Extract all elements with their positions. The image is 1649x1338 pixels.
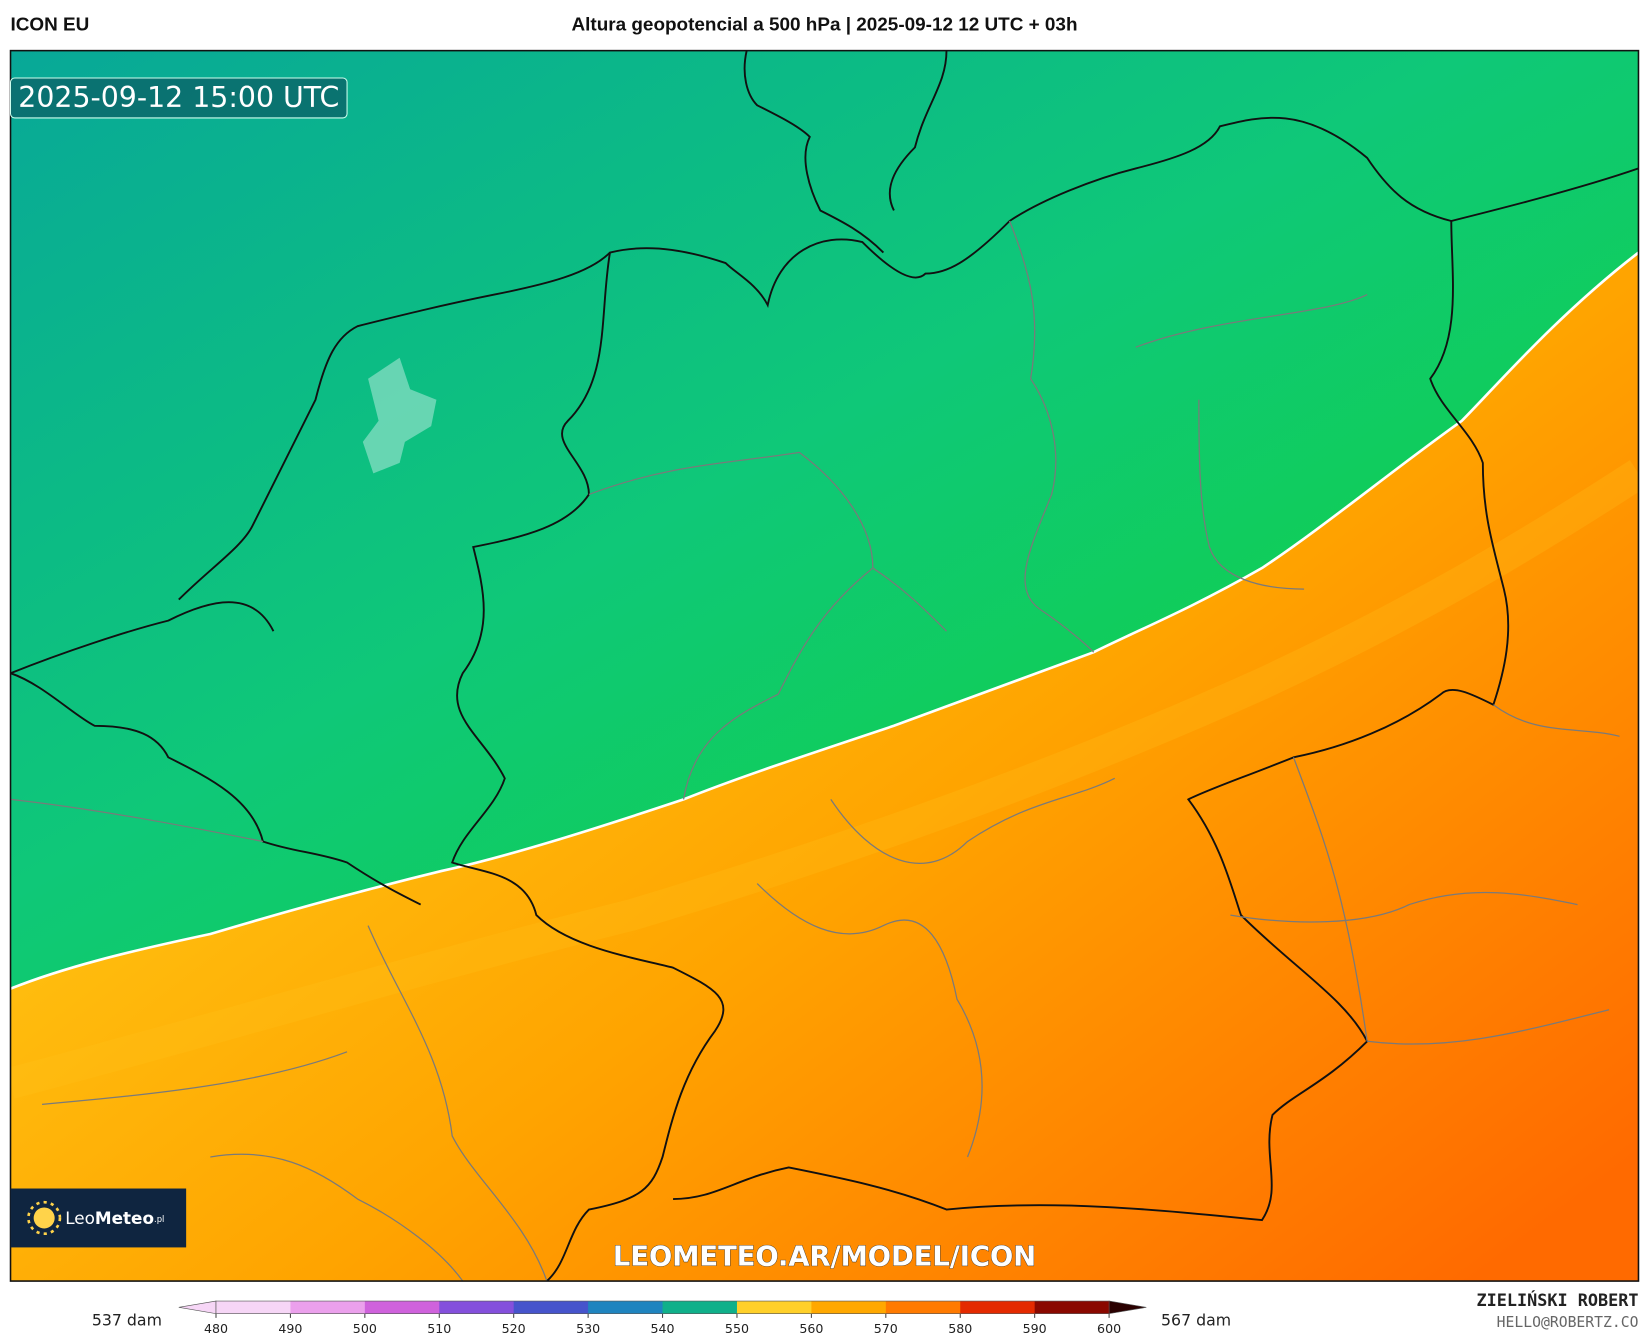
valid-time: 2025-09-12 15:00 UTC <box>18 81 339 114</box>
colorbar-tick-label: 570 <box>874 1321 898 1336</box>
coastline <box>743 50 948 254</box>
colorbar-tick-label: 540 <box>651 1321 675 1336</box>
colorbar-segment <box>811 1301 887 1314</box>
shading-band <box>10 460 1639 1099</box>
logo-sun <box>33 1207 55 1229</box>
legend-min: 537 dam <box>92 1311 162 1330</box>
colorbar-tick-label: 530 <box>576 1321 600 1336</box>
country-border <box>673 220 1510 1222</box>
colorbar-tick-label: 480 <box>204 1321 228 1336</box>
colorbar-segment <box>513 1301 589 1314</box>
map-frame <box>9 49 1640 1282</box>
colorbar-tick-label: 600 <box>1097 1321 1121 1336</box>
time-badge <box>9 77 348 119</box>
colorbar-segment <box>960 1301 1036 1314</box>
colorbar-tick-label: 500 <box>353 1321 377 1336</box>
colorbar-tick-label: 590 <box>1023 1321 1047 1336</box>
colorbar-segment <box>439 1301 515 1314</box>
colorbar-tick-label: 550 <box>725 1321 749 1336</box>
country-border <box>451 252 725 1282</box>
colorbar-segment <box>736 1301 812 1314</box>
legend-max: 567 dam <box>1161 1311 1231 1330</box>
colorbar-segment <box>662 1301 738 1314</box>
colorbar-segment <box>885 1301 961 1314</box>
colorbar-segment <box>290 1301 366 1314</box>
colorbar-cap <box>1108 1300 1147 1315</box>
region-border <box>10 220 1620 1282</box>
colorbar-cap <box>178 1300 217 1315</box>
colorbar-segment <box>1034 1301 1110 1314</box>
colorbar-tick-label: 560 <box>799 1321 823 1336</box>
coastline <box>10 116 1639 675</box>
logo-text: LeoMeteo.pl <box>65 1208 164 1228</box>
colorbar-outline <box>215 1300 1110 1314</box>
logo-bold: Meteo <box>95 1208 154 1228</box>
logo-light: Leo <box>65 1208 95 1228</box>
country-border <box>10 672 422 906</box>
legend: 537 dam 567 dam 480 490 500 510 520 530 540 550… <box>92 1300 1231 1336</box>
colorbar-tick-label: 490 <box>278 1321 302 1336</box>
map-title: Altura geopotencial a 500 hPa | 2025-09-… <box>572 14 1078 35</box>
email: HELLO@ROBERTZ.CO <box>1497 1314 1639 1331</box>
watermark: LEOMETEO.AR/MODEL/ICON <box>613 1241 1036 1272</box>
map <box>10 50 1639 1282</box>
model-name: ICON EU <box>11 14 90 35</box>
colorbar-segment <box>215 1301 291 1314</box>
logo-domain: .pl <box>154 1214 164 1224</box>
colorbar-tick-label: 520 <box>502 1321 526 1336</box>
contour-line <box>10 251 1639 990</box>
colorbar-tick-label: 580 <box>948 1321 972 1336</box>
colorbar-segment <box>588 1301 664 1314</box>
author: ZIELIŃSKI ROBERT <box>1477 1289 1639 1310</box>
lake <box>362 357 437 474</box>
colorbar-tick-label: 510 <box>427 1321 451 1336</box>
cool-field <box>10 50 1639 989</box>
colorbar-segment <box>364 1301 440 1314</box>
logo-rays <box>27 1200 62 1236</box>
